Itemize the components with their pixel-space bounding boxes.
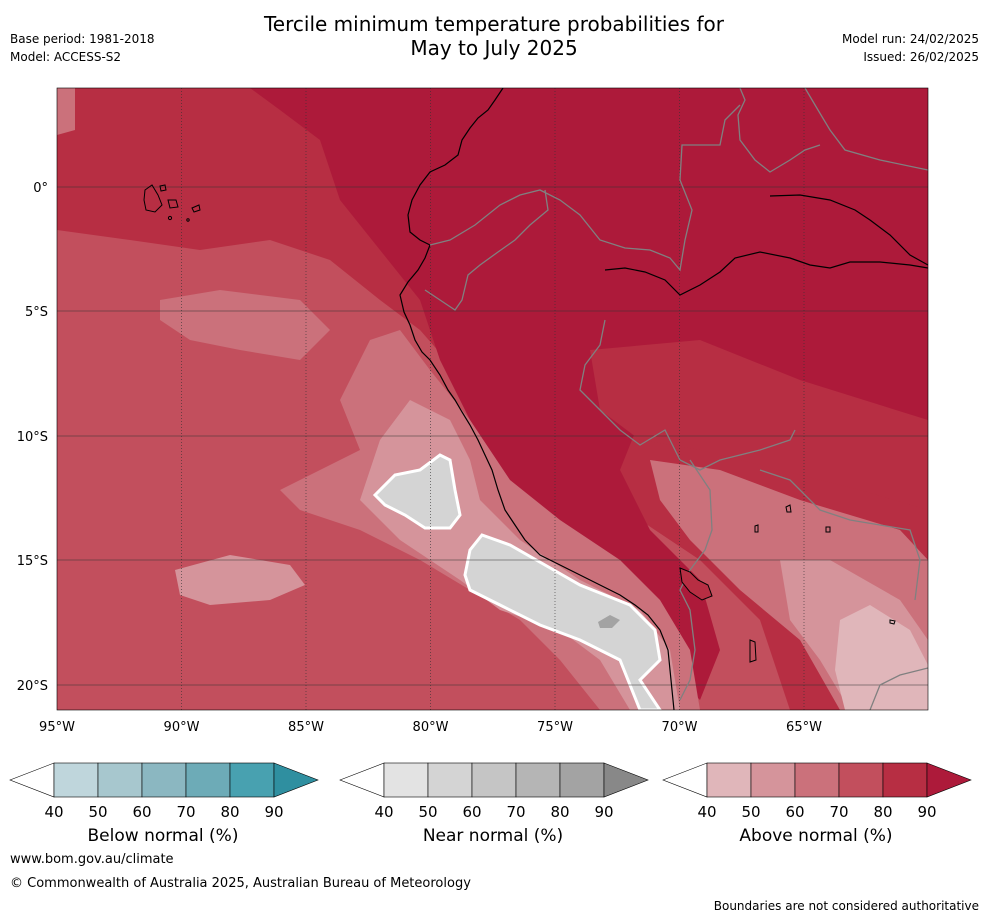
colorbar-near-tick: 70 [506,803,525,821]
colorbar-near-over [603,762,649,798]
colorbar-above-segment [794,762,840,798]
colorbar-above-over [926,762,972,798]
colorbar-below-segment [229,762,275,798]
colorbar-near-under [339,762,385,798]
lat-label-5s: 5°S [25,305,48,320]
colorbar-above-tick: 90 [917,803,936,821]
colorbar-above-under [662,762,708,798]
parallels [57,186,928,686]
lon-label-90w: 90°W [164,720,200,735]
lon-label-65w: 65°W [786,720,822,735]
field-80-90-se [590,340,928,510]
meta-right: Model run: 24/02/2025 Issued: 26/02/2025 [842,30,979,66]
colorbar-below-segment [97,762,143,798]
lat-label-0: 0° [33,181,48,196]
colorbar-below-under [9,762,55,798]
lon-label-85w: 85°W [288,720,324,735]
coastline [399,88,675,710]
footer-copyright: © Commonwealth of Australia 2025, Austra… [10,876,471,891]
lat-label-15s: 15°S [17,554,48,569]
footer-url: www.bom.gov.au/climate [10,852,174,867]
footer-disclaimer: Boundaries are not considered authoritat… [713,899,979,913]
issued-date: Issued: 26/02/2025 [863,50,979,64]
base-period: Base period: 1981-2018 [10,32,155,46]
colorbar-below-tick: 60 [132,803,151,821]
colorbar-above-label: Above normal (%) [739,826,893,846]
map-frame [56,87,929,711]
colorbar-near-segment [471,762,517,798]
lat-label-20s: 20°S [17,679,48,694]
colorbar-below-tick: 70 [176,803,195,821]
meta-left: Base period: 1981-2018 Model: ACCESS-S2 [10,30,155,66]
colorbar-below-over [273,762,319,798]
model-name: Model: ACCESS-S2 [10,50,122,64]
river-north [769,194,928,266]
field-90-plus [250,88,928,700]
colorbar-near-tick: 80 [550,803,569,821]
model-run: Model run: 24/02/2025 [841,32,979,46]
colorbar-near-tick: 60 [462,803,481,821]
lon-axis: 95°W 90°W 85°W 80°W 75°W 70°W 65°W [39,720,822,735]
map-title: Tercile minimum temperature probabilitie… [0,12,988,60]
colorbar-above-segment [882,762,928,798]
colorbar-near-tick: 40 [374,803,393,821]
colorbar-below-tick: 90 [264,803,283,821]
colorbar-near-segment [559,762,605,798]
field-60-70-topleft [57,88,75,135]
colorbar-above-tick: 50 [741,803,760,821]
colorbar-near-segment [383,762,429,798]
colorbar-near-label: Near normal (%) [422,826,564,846]
small-lakes [749,504,896,663]
probability-field [57,88,928,710]
field-50-60-west [175,555,305,605]
colorbar-above-segment [750,762,796,798]
lon-label-80w: 80°W [413,720,449,735]
colorbar-below-tick: 40 [44,803,63,821]
colorbar-above: 40 50 60 70 80 90 [662,762,972,821]
field-60-70-west [160,290,330,360]
colorbar-above-segment [706,762,752,798]
lon-label-70w: 70°W [662,720,698,735]
near-normal-south-patch [463,533,662,710]
lake-titicaca [679,567,713,601]
colorbar-below: 40 50 60 70 80 90 [9,762,319,821]
colorbar-near-tick: 90 [594,803,613,821]
near-normal-60-spot [598,615,620,628]
colorbar-below-segment [185,762,231,798]
lat-label-10s: 10°S [17,430,48,445]
galapagos-islands [143,184,201,222]
lat-axis: 0° 5°S 10°S 15°S 20°S [17,181,48,694]
colorbar-near-tick: 50 [418,803,437,821]
title-line-2: May to July 2025 [410,36,578,60]
colorbar-above-tick: 80 [873,803,892,821]
lon-label-95w: 95°W [39,720,75,735]
colorbar-below-segment [141,762,187,798]
amazon-river [604,251,928,296]
colorbar-near-segment [515,762,561,798]
field-40-50-se [835,605,928,710]
colorbar-below-tick: 50 [88,803,107,821]
colorbar-below-tick: 80 [220,803,239,821]
colorbar-above-tick: 40 [697,803,716,821]
lon-label-75w: 75°W [537,720,573,735]
near-normal-north-patch [372,453,462,530]
title-line-1: Tercile minimum temperature probabilitie… [263,12,725,36]
colorbar-below-segment [53,762,99,798]
colorbar-below-label: Below normal (%) [87,826,239,846]
colorbar-near-segment [427,762,473,798]
colorbar-above-tick: 60 [785,803,804,821]
colorbar-above-segment [838,762,884,798]
colorbars: 40 50 60 70 80 90 40 50 60 70 80 90 40 50 60 70 80 90 [9,762,972,821]
colorbar-above-tick: 70 [829,803,848,821]
colorbar-near: 40 50 60 70 80 90 [339,762,649,821]
